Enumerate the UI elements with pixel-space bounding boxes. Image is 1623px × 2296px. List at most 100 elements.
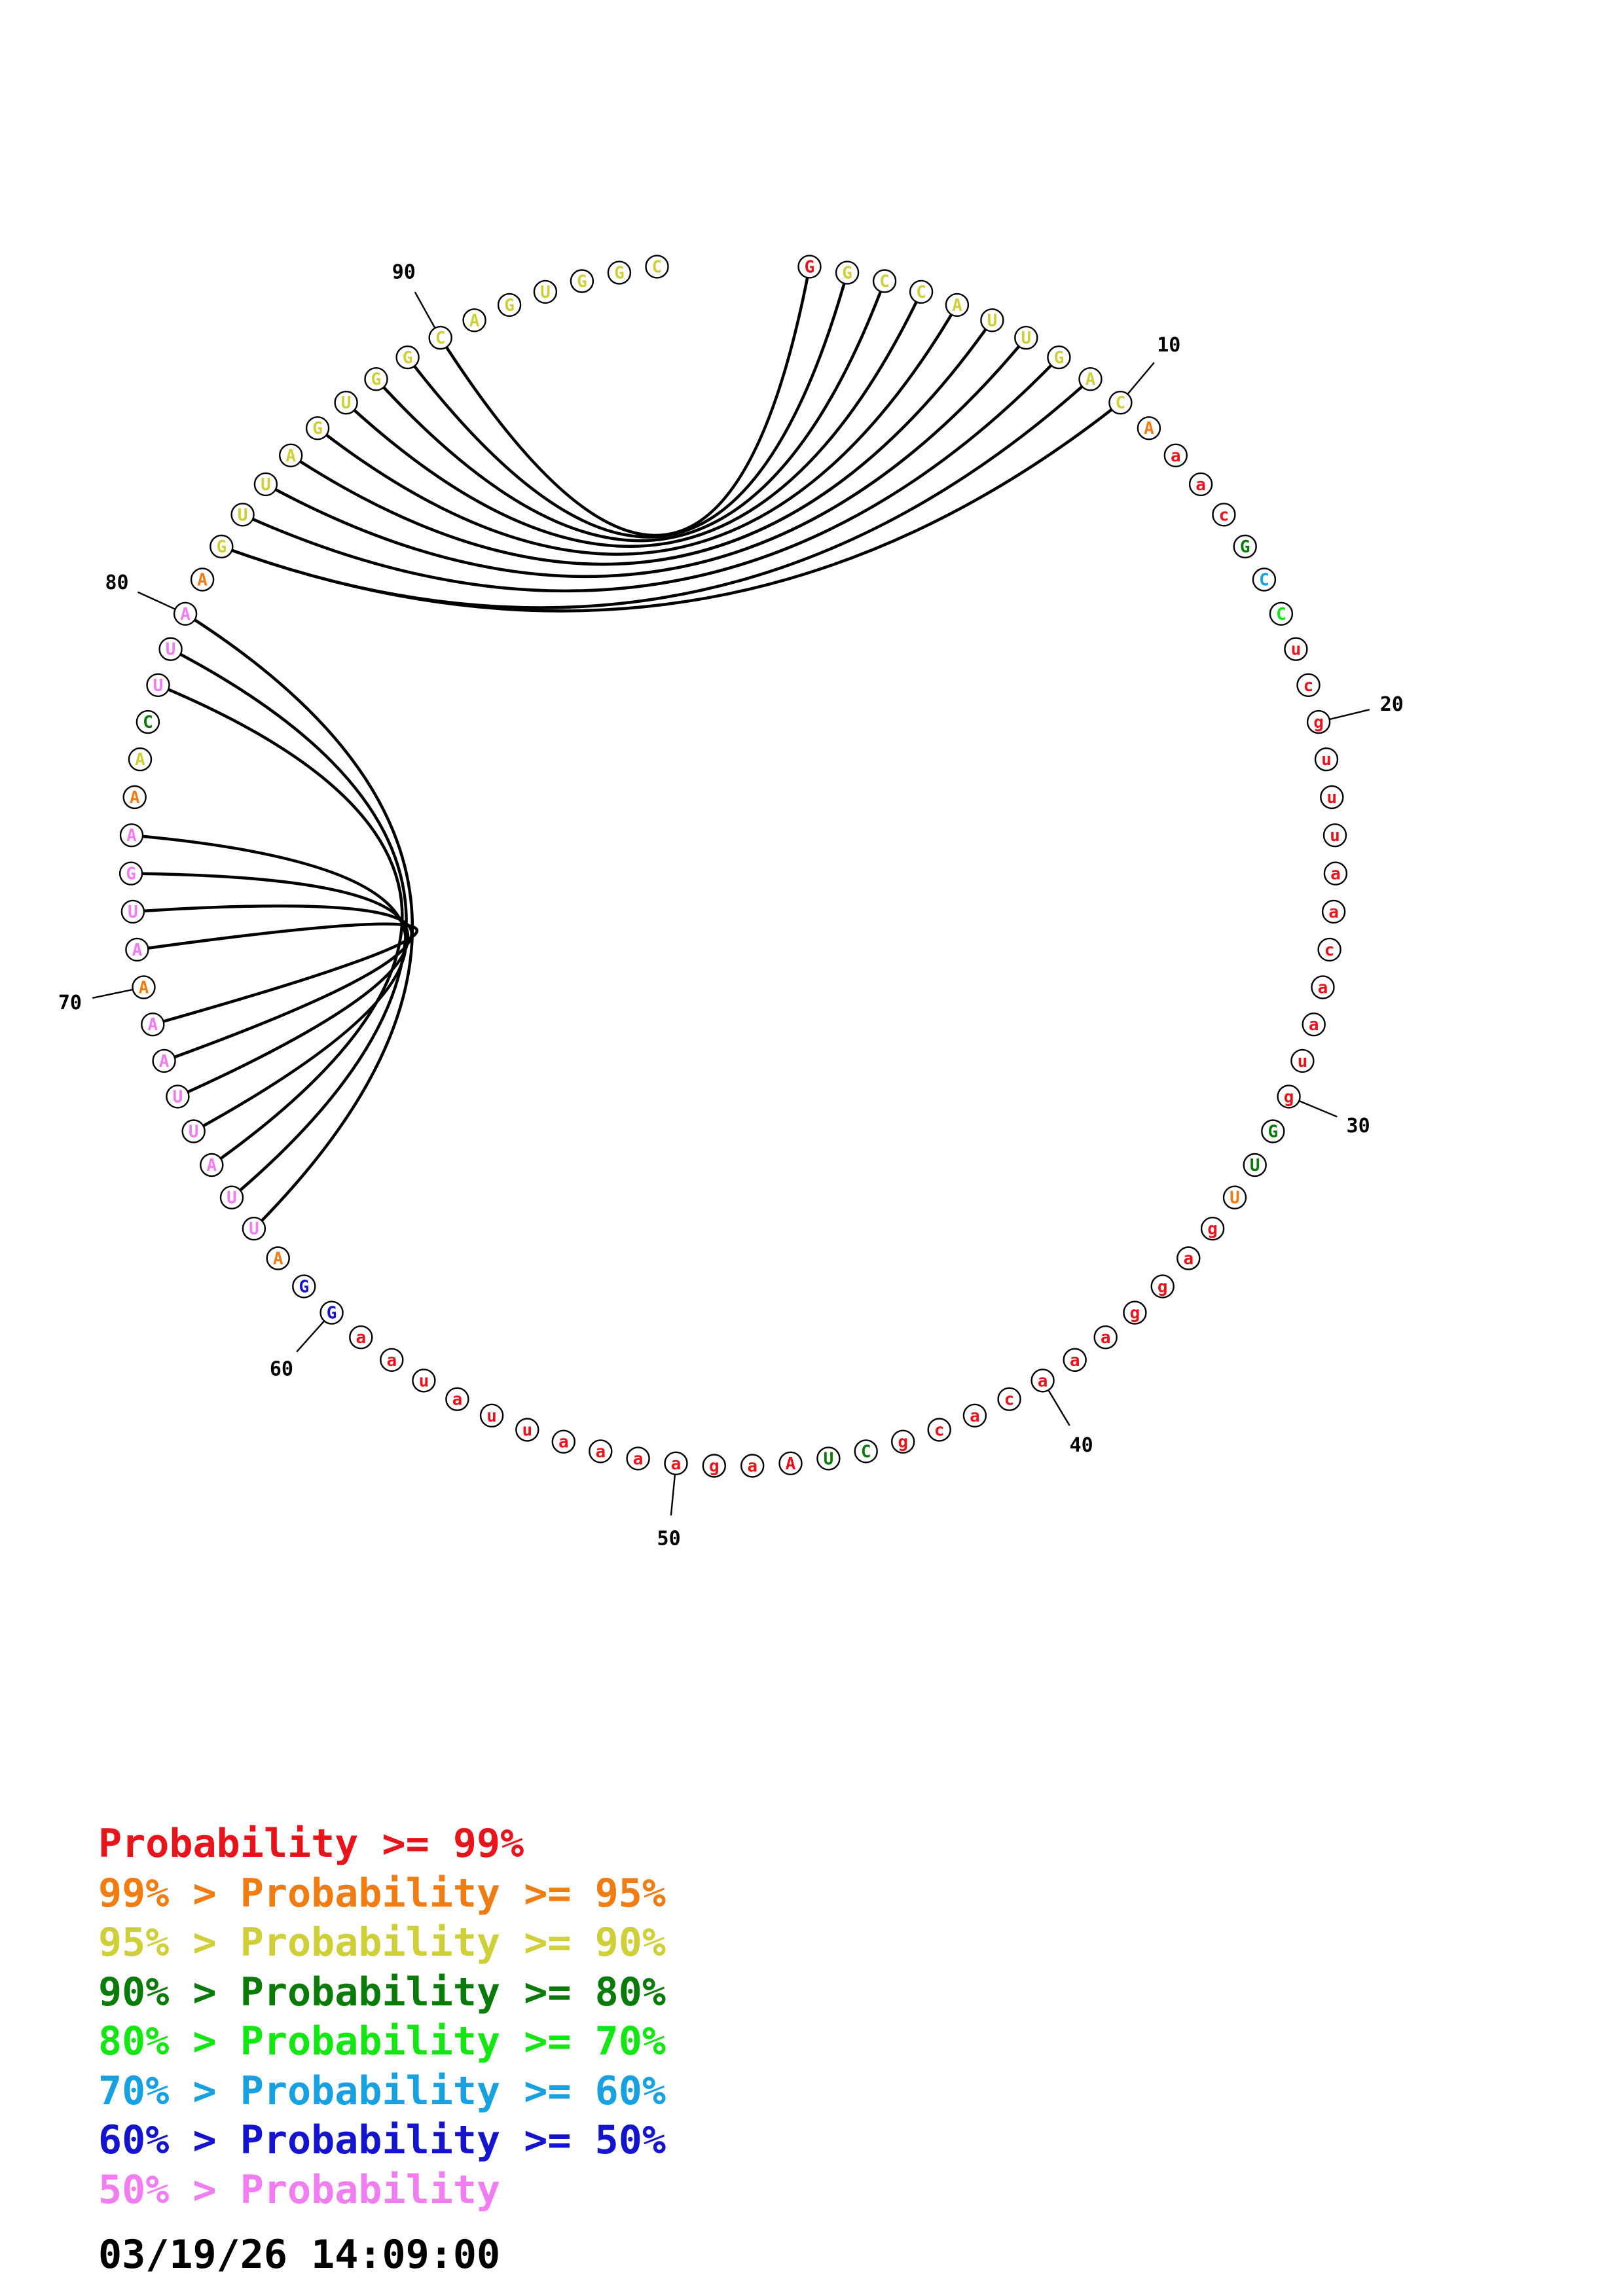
nucleotide: A	[778, 1451, 803, 1476]
nucleotide: u	[1320, 785, 1344, 810]
nucleotide: a	[380, 1348, 404, 1372]
nucleotide: C	[645, 255, 669, 279]
nucleotide-circle	[349, 1325, 373, 1350]
base-pair-arc	[131, 833, 408, 1133]
nucleotide-circle	[533, 279, 558, 304]
position-tick	[670, 1474, 676, 1516]
nucleotide-circle	[305, 416, 330, 440]
nucleotide: U	[242, 1216, 266, 1241]
base-pair-arc	[157, 683, 404, 1166]
nucleotide-letter: U	[128, 903, 138, 922]
nucleotide-letter: G	[1267, 1122, 1278, 1142]
nucleotide-letter: C	[1116, 393, 1126, 413]
position-tick	[137, 591, 176, 610]
nucleotide: G	[119, 861, 143, 886]
nucleotide-circle	[152, 1049, 176, 1073]
nucleotide-circle	[1212, 503, 1236, 527]
nucleotide: a	[962, 1403, 987, 1428]
nucleotide: a	[1323, 861, 1348, 886]
nucleotide: u	[412, 1369, 436, 1393]
nucleotide: A	[279, 443, 303, 467]
nucleotide: C	[428, 325, 452, 350]
position-label: 20	[1380, 693, 1404, 716]
nucleotide: C	[909, 279, 934, 304]
nucleotide-letter: U	[261, 475, 271, 495]
nucleotide-circle	[1320, 785, 1344, 810]
nucleotide-letter: u	[486, 1407, 497, 1426]
nucleotide: u	[515, 1418, 539, 1442]
nucleotide: a	[1321, 899, 1346, 924]
nucleotide-letter: a	[356, 1328, 366, 1348]
nucleotide-circle	[334, 391, 358, 415]
nucleotide-circle	[1261, 1119, 1285, 1143]
nucleotide-circle	[1302, 1012, 1326, 1037]
nucleotide-circle	[645, 255, 669, 279]
nucleotide-letter: g	[1284, 1087, 1294, 1107]
base-pair-arc	[406, 272, 849, 539]
nucleotide-letter: A	[952, 296, 962, 315]
legend-prefix: 99% >	[98, 1870, 240, 1916]
nucleotide-circle	[200, 1153, 224, 1177]
nucleotide-letter: c	[1219, 505, 1230, 525]
nucleotide-letter: g	[898, 1433, 908, 1452]
nucleotide-letter: U	[227, 1189, 237, 1208]
nucleotide-letter: A	[126, 826, 137, 846]
nucleotide: c	[1317, 937, 1341, 962]
nucleotide-letter: c	[1304, 676, 1314, 696]
legend-text: Probability >= 70%	[240, 2018, 666, 2064]
legend-text: Probability >= 50%	[240, 2117, 666, 2163]
nucleotide: U	[253, 472, 278, 497]
position-label: 10	[1157, 334, 1180, 357]
nucleotide-circle	[1200, 1216, 1225, 1241]
legend-prefix: 60% >	[98, 2117, 240, 2163]
nucleotide-letter: a	[1070, 1351, 1080, 1371]
nucleotide-circle	[253, 472, 278, 497]
nucleotide: U	[1243, 1153, 1267, 1177]
nucleotide-letter: a	[452, 1390, 463, 1410]
nucleotide-letter: A	[285, 446, 296, 466]
legend-row-95: 99% > Probability >= 95%	[98, 1869, 666, 1919]
nucleotide: a	[1030, 1369, 1055, 1393]
nucleotide: c	[927, 1418, 951, 1442]
position-label: 40	[1070, 1434, 1093, 1457]
nucleotide: G	[570, 269, 594, 293]
nucleotide: U	[120, 899, 145, 924]
nucleotide: g	[1306, 709, 1331, 734]
nucleotide-circle	[1078, 367, 1103, 391]
nucleotide-circle	[292, 1274, 316, 1299]
nucleotide-circle	[1030, 1369, 1055, 1393]
nucleotide-letter: c	[1324, 941, 1335, 960]
nucleotide-circle	[1243, 1153, 1267, 1177]
base-pair-arc	[170, 647, 408, 1199]
nucleotide-circle	[146, 673, 170, 698]
nucleotide: A	[1078, 367, 1103, 391]
nucleotide: G	[1261, 1119, 1285, 1143]
nucleotide-letter: u	[1330, 826, 1340, 846]
nucleotide-letter: a	[633, 1449, 644, 1469]
nucleotide: A	[125, 937, 149, 962]
base-pair-arcs	[131, 266, 1122, 1230]
nucleotide-letter: G	[312, 419, 323, 439]
nucleotide-letter: G	[1240, 537, 1250, 557]
nucleotide-circle	[1222, 1185, 1247, 1210]
position-tick	[296, 1320, 325, 1353]
nucleotide-letter: a	[970, 1407, 980, 1426]
nucleotide-letter: U	[1230, 1189, 1240, 1208]
nucleotide-circle	[380, 1348, 404, 1372]
nucleotide: A	[200, 1153, 224, 1177]
nucleotide-circle	[279, 443, 303, 467]
nucleotide-circle	[210, 534, 234, 559]
nucleotide: A	[132, 975, 156, 999]
nucleotide-circle	[1322, 823, 1347, 848]
nucleotide-letter: g	[1158, 1277, 1168, 1297]
nucleotide-circle	[190, 567, 215, 592]
nucleotide: U	[1014, 325, 1038, 350]
nucleotide-circle	[412, 1369, 436, 1393]
base-pair-arc	[316, 304, 958, 556]
nucleotide: a	[445, 1387, 469, 1411]
nucleotide-letter: G	[1054, 348, 1065, 368]
legend-row-80: 90% > Probability >= 80%	[98, 1968, 666, 2018]
nucleotide-letter: C	[143, 713, 153, 732]
nucleotide-letter: C	[435, 329, 446, 348]
nucleotide-letter: a	[1195, 475, 1206, 495]
